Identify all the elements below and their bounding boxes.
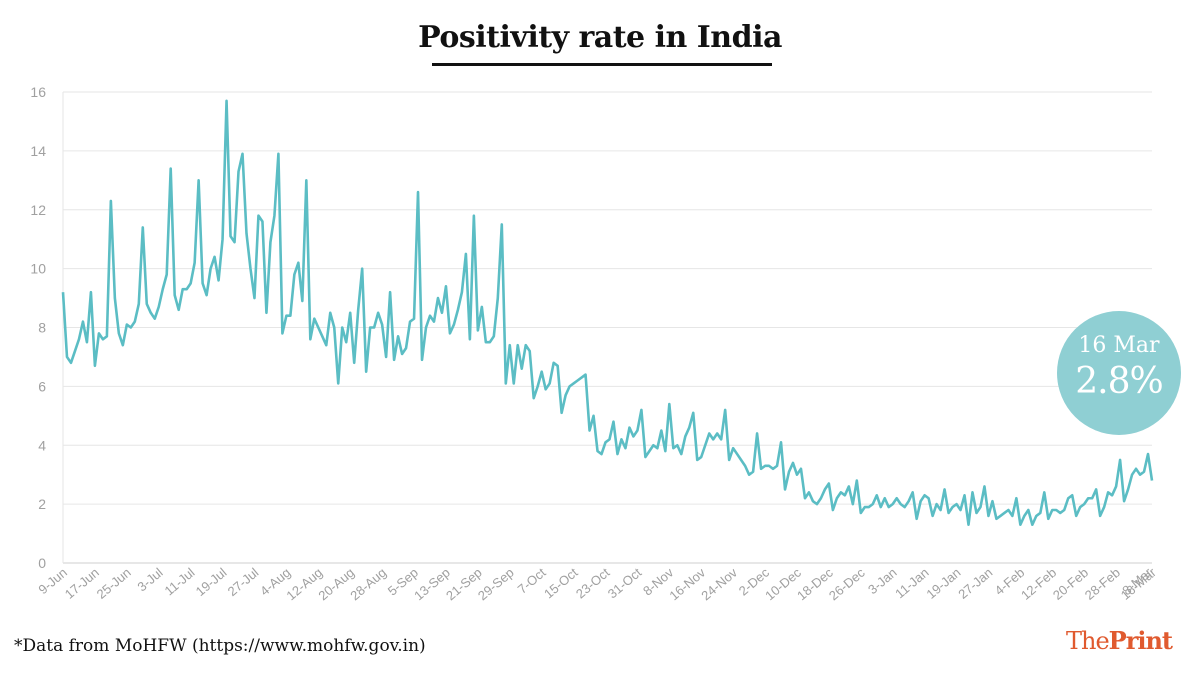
source-note: *Data from MoHFW (https://www.mohfw.gov.…	[14, 636, 426, 656]
x-tick-label: 29-Sep	[475, 565, 517, 603]
x-tick-label: 28-Feb	[1082, 565, 1123, 603]
x-tick-label: 19-Jan	[923, 565, 963, 602]
brand-print: Print	[1108, 626, 1173, 655]
x-tick-label: 31-Oct	[605, 565, 645, 602]
x-tick-label: 3-Jul	[134, 565, 165, 595]
x-tick-label: 25-Jun	[94, 565, 134, 602]
brand-the: The	[1065, 627, 1110, 655]
chart-title: Positivity rate in India	[418, 20, 782, 55]
x-tick-label: 19-Jul	[193, 565, 230, 599]
y-tick-label: 2	[38, 496, 46, 512]
brand-logo: ThePrint	[1065, 626, 1173, 655]
x-tick-label: 12-Feb	[1018, 565, 1059, 603]
x-tick-label: 23-Oct	[573, 565, 613, 602]
grid-lines	[62, 91, 1152, 564]
x-tick-label: 17-Jun	[62, 565, 102, 602]
x-tick-label: 11-Jul	[162, 565, 198, 599]
y-tick-label: 0	[38, 555, 46, 571]
series-line	[61, 99, 1154, 527]
x-tick-label: 27-Jan	[955, 565, 995, 602]
y-axis-ticks: 0 2 4 6 8 10 12 14 16	[30, 84, 46, 571]
latest-value-callout: 16 Mar 2.8%	[1057, 311, 1181, 435]
x-tick-label: 26-Dec	[826, 564, 868, 603]
y-tick-label: 12	[30, 202, 46, 218]
y-tick-label: 14	[30, 143, 46, 159]
callout-value: 2.8%	[1075, 361, 1163, 402]
y-tick-label: 6	[38, 378, 46, 394]
x-tick-label: 11-Jan	[892, 565, 931, 601]
x-tick-label: 27-Jul	[225, 565, 262, 599]
x-tick-label: 20-Feb	[1050, 565, 1091, 603]
y-tick-label: 10	[30, 261, 46, 277]
y-tick-label: 8	[38, 320, 46, 336]
y-tick-label: 4	[38, 437, 46, 453]
callout-date: 16 Mar	[1078, 333, 1160, 358]
title-underline	[432, 63, 772, 66]
x-tick-label: 28-Aug	[347, 565, 389, 603]
x-tick-label: 15-Oct	[541, 565, 581, 602]
y-tick-label: 16	[30, 84, 46, 100]
x-tick-label: 24-Nov	[698, 564, 740, 603]
